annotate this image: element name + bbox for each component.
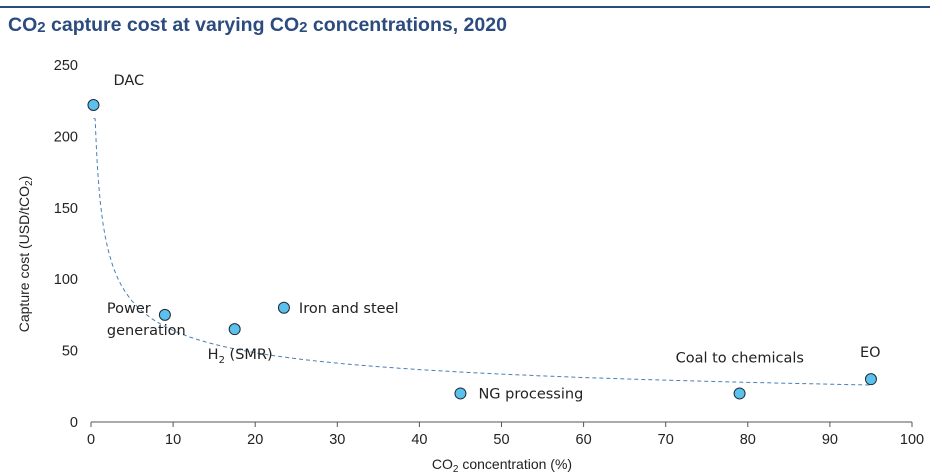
y-tick-label: 200 xyxy=(54,129,78,145)
point-label: generation xyxy=(107,323,186,339)
point-label: EO xyxy=(860,345,881,361)
chart-title: CO2 capture cost at varying CO2 concentr… xyxy=(8,14,507,36)
x-tick-label: 20 xyxy=(247,432,263,448)
y-tick-label: 0 xyxy=(70,415,78,431)
x-tick-label: 80 xyxy=(740,432,756,448)
x-tick-label: 40 xyxy=(411,432,427,448)
point-label: H2 (SMR) xyxy=(208,347,273,366)
y-tick-label: 100 xyxy=(54,272,78,288)
x-tick-label: 50 xyxy=(493,432,509,448)
x-tick-label: 30 xyxy=(329,432,345,448)
trendline xyxy=(93,118,871,386)
data-point xyxy=(277,301,290,314)
x-axis-title: CO2 concentration (%) xyxy=(432,456,572,475)
data-point xyxy=(733,387,746,400)
point-label: Iron and steel xyxy=(299,301,399,317)
point-label: DAC xyxy=(113,73,144,89)
x-tick-label: 100 xyxy=(900,432,924,448)
x-tick-label: 70 xyxy=(658,432,674,448)
y-tick-label: 150 xyxy=(54,201,78,217)
point-label: Power xyxy=(107,301,151,317)
x-tick-label: 90 xyxy=(822,432,838,448)
data-point xyxy=(454,387,467,400)
title-rule xyxy=(0,6,930,8)
data-point xyxy=(864,373,877,386)
x-tick-label: 10 xyxy=(165,432,181,448)
x-tick-label: 60 xyxy=(576,432,592,448)
data-point xyxy=(87,98,100,111)
points-layer xyxy=(87,98,877,400)
point-labels-layer: DAC Power generation H2 (SMR) Iron and steel… xyxy=(107,73,881,402)
x-tick-label: 0 xyxy=(87,432,95,448)
data-point xyxy=(228,323,241,336)
point-label: NG processing xyxy=(478,386,583,402)
data-point xyxy=(158,308,171,321)
y-tick-label: 250 xyxy=(54,58,78,74)
axes: 0 10 20 30 40 50 60 70 80 90 100 0 50 100 150 200 250 xyxy=(54,58,924,448)
y-axis-title: Capture cost (USD/tCO2) xyxy=(16,176,35,333)
point-label: Coal to chemicals xyxy=(676,350,804,366)
trendline-layer xyxy=(93,118,871,386)
y-tick-label: 50 xyxy=(62,344,78,360)
